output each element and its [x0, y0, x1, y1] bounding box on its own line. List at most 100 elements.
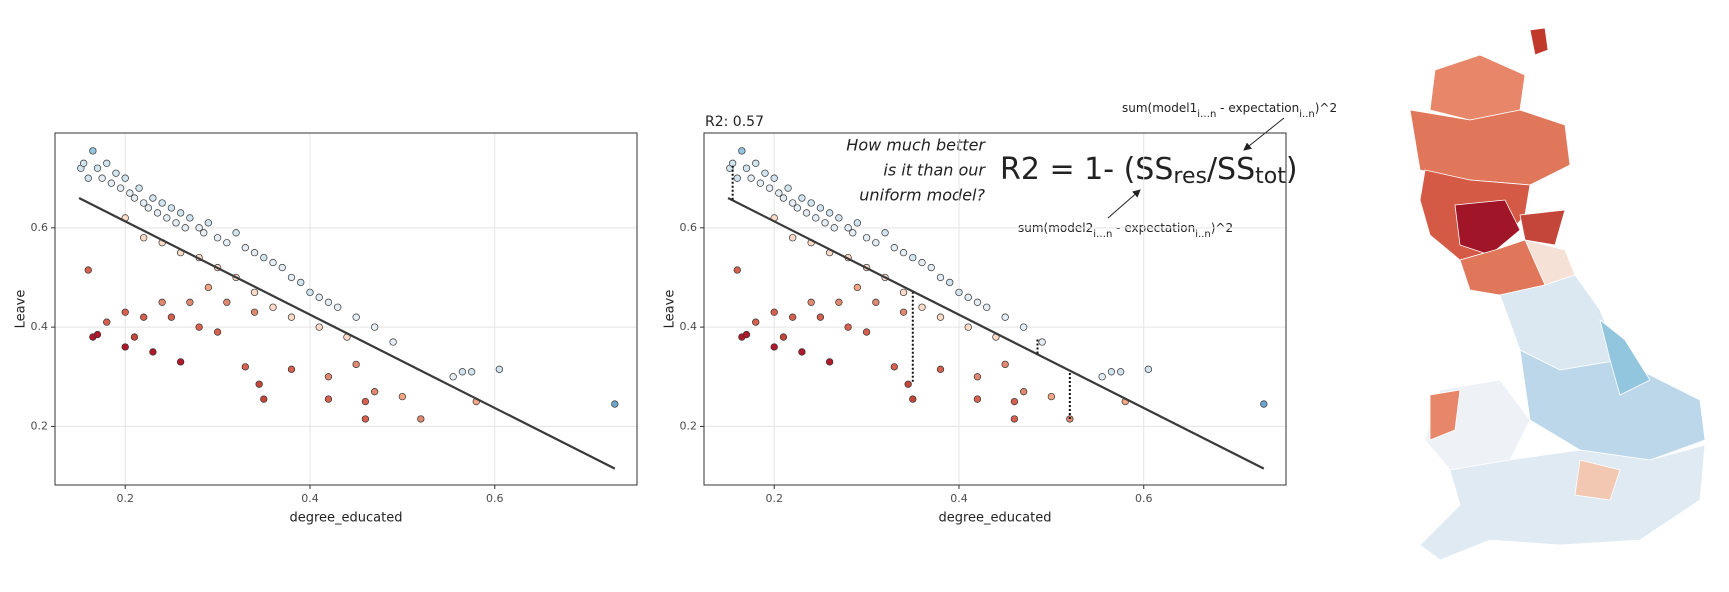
point: [775, 189, 783, 197]
map-region: [1574, 459, 1621, 501]
point: [186, 298, 194, 306]
point: [130, 333, 139, 341]
point: [167, 204, 176, 212]
point: [278, 263, 286, 272]
x-tick-label: 0.2: [116, 492, 134, 505]
point: [936, 365, 945, 373]
point: [361, 415, 370, 423]
point: [204, 283, 213, 292]
point: [918, 258, 926, 267]
point: [835, 298, 843, 306]
point: [733, 174, 741, 182]
formula-note: sum(model2i…n - expectationi..n)^2: [1018, 221, 1233, 241]
point: [793, 204, 801, 212]
point: [153, 209, 162, 217]
point: [1038, 338, 1046, 346]
map-region: [1529, 27, 1549, 56]
point: [250, 249, 259, 257]
y-tick-label: 0.4: [680, 320, 698, 333]
point: [458, 368, 467, 376]
point: [812, 214, 820, 222]
point: [779, 333, 788, 341]
point: [927, 263, 935, 272]
annotation-line: How much better: [846, 136, 986, 155]
point: [770, 308, 778, 316]
point: [149, 194, 157, 202]
point: [825, 209, 834, 217]
x-tick-label: 0.6: [486, 492, 504, 505]
formula-note: sum(model1i…n - expectationi..n)^2: [1122, 101, 1337, 121]
point: [862, 234, 871, 242]
x-axis-title: degree_educated: [289, 511, 402, 526]
y-tick-label: 0.2: [31, 419, 49, 432]
point: [789, 199, 797, 207]
map-region: [1429, 54, 1526, 121]
point: [306, 288, 314, 297]
point: [241, 244, 249, 252]
point: [186, 214, 194, 222]
point: [955, 288, 963, 297]
plot-frame: [54, 132, 638, 486]
note-part: )^2: [1315, 101, 1337, 115]
note-sub: i..n: [1299, 109, 1314, 120]
formula-part: ): [1286, 152, 1298, 187]
point: [130, 194, 139, 202]
x-tick-label: 0.2: [765, 492, 783, 505]
point: [890, 363, 898, 371]
point: [181, 224, 189, 232]
point: [140, 313, 148, 321]
point: [816, 204, 825, 212]
point: [84, 266, 92, 274]
point: [752, 318, 760, 326]
point: [862, 328, 871, 336]
point: [167, 313, 176, 321]
point: [1019, 388, 1028, 396]
formula: R2 = 1- (SSres/SStot): [1000, 152, 1298, 190]
point: [946, 278, 954, 287]
point: [909, 253, 917, 262]
point: [149, 348, 157, 356]
point: [779, 194, 788, 202]
point: [789, 313, 797, 321]
point: [973, 395, 982, 403]
point: [324, 298, 333, 306]
point: [973, 373, 982, 381]
point: [899, 308, 908, 316]
point: [467, 368, 476, 376]
point: [853, 283, 862, 292]
point: [872, 239, 880, 247]
point: [1047, 392, 1056, 401]
map-region: [1419, 444, 1706, 561]
y-axis-title: Leave: [663, 290, 678, 329]
point: [172, 219, 180, 227]
point: [324, 395, 333, 403]
y-tick-label: 0.2: [680, 419, 698, 432]
point: [611, 400, 619, 408]
point: [983, 303, 991, 311]
point: [103, 159, 111, 167]
point: [121, 308, 129, 316]
x-tick-label: 0.4: [301, 492, 319, 505]
point: [255, 380, 263, 388]
point: [821, 219, 829, 227]
point: [918, 303, 926, 311]
point: [973, 298, 982, 306]
point: [802, 209, 811, 217]
point: [398, 392, 407, 401]
y-axis-title: Leave: [14, 290, 29, 329]
y-tick-label: 0.4: [31, 320, 49, 333]
point: [361, 397, 370, 406]
point: [728, 159, 737, 167]
point: [849, 229, 857, 237]
point: [158, 298, 166, 306]
point: [269, 303, 277, 311]
point: [121, 174, 129, 182]
point: [315, 323, 323, 331]
plot-frame: [703, 132, 1287, 486]
point: [1107, 368, 1116, 376]
point: [844, 224, 852, 232]
point: [899, 288, 908, 297]
map-region: [1599, 318, 1651, 396]
point: [334, 303, 342, 311]
